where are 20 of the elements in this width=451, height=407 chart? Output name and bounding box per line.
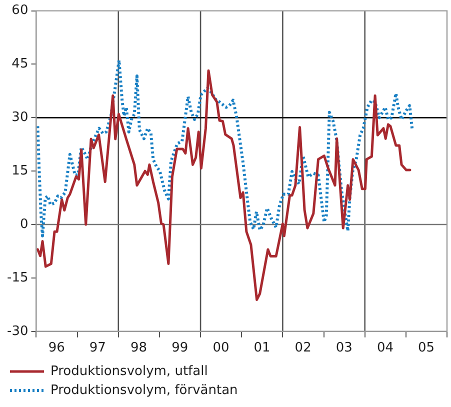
y-tick-label: 30 xyxy=(12,110,28,126)
x-tick-label: 96 xyxy=(48,340,65,356)
x-tick-label: 03 xyxy=(336,340,352,356)
legend-label: Produktionsvolym, förväntan xyxy=(50,382,238,398)
y-tick-label: 45 xyxy=(12,56,28,72)
x-tick-label: 05 xyxy=(418,340,435,356)
y-tick-label: 60 xyxy=(12,3,28,18)
x-tick-label: 04 xyxy=(377,340,394,356)
y-tick-label: -15 xyxy=(7,270,28,286)
x-tick-label: 00 xyxy=(212,340,230,356)
x-tick-label: 97 xyxy=(89,340,106,356)
x-tick-label: 02 xyxy=(294,340,312,356)
legend-label: Produktionsvolym, utfall xyxy=(50,364,208,379)
x-tick-label: 99 xyxy=(172,340,188,356)
line-series xyxy=(36,58,414,238)
y-tick-label: 15 xyxy=(12,163,28,178)
y-tick-label: -30 xyxy=(7,324,28,339)
y-tick-label: 0 xyxy=(20,216,28,232)
x-tick-label: 01 xyxy=(254,340,270,356)
x-tick-label: 98 xyxy=(130,340,148,356)
